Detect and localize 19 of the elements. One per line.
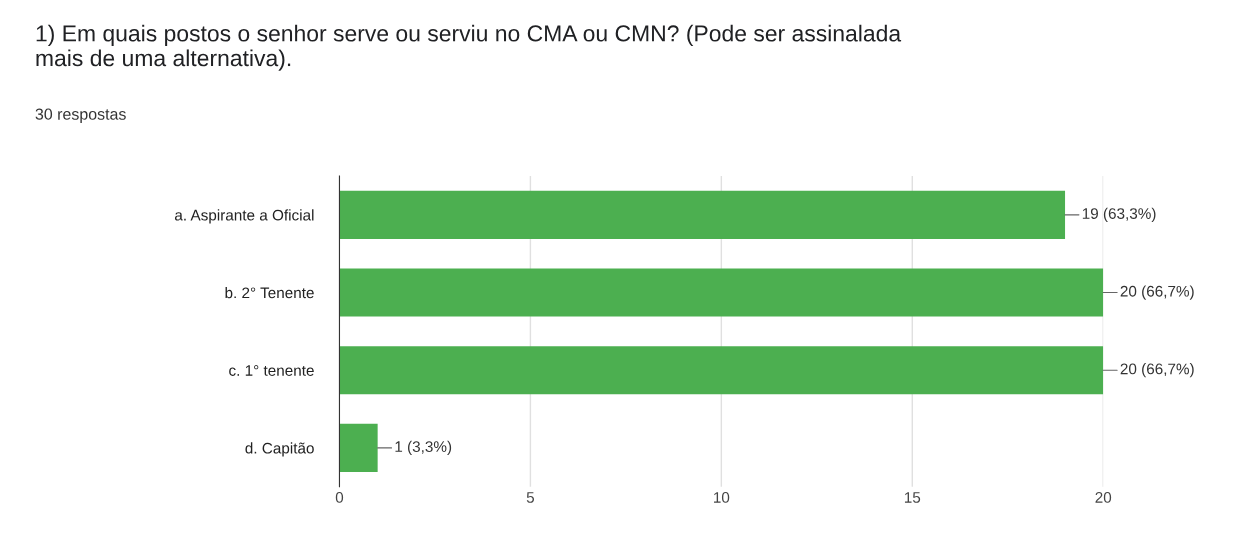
data-label: 1 (3,3%)	[395, 440, 452, 456]
x-tick-label: 0	[335, 492, 344, 503]
bar	[339, 346, 1104, 395]
bar	[339, 268, 1104, 317]
bar	[339, 190, 1066, 239]
x-tick-label: 20	[1095, 492, 1112, 503]
data-label: 19 (63,3%)	[1082, 207, 1156, 222]
x-tick-label: 5	[526, 492, 535, 503]
text: 30 respostas	[35, 108, 126, 123]
y-tick-label: c. 1° tenente	[229, 365, 314, 376]
data-label: 20 (66,7%)	[1120, 285, 1194, 300]
y-tick-label: d. Capitão	[245, 442, 314, 457]
y-tick-label: a. Aspirante a Oficial	[174, 209, 314, 224]
data-label: 20 (66,7%)	[1120, 363, 1194, 378]
chart-title: 1) Em quais postos o senhor serve ou serviu no CMA ou CMN? (Pode ser assinalada mais de uma alternativa).	[36, 24, 902, 71]
y-tick-label: b. 2° Tenente	[225, 287, 314, 299]
x-tick-label: 15	[904, 492, 921, 503]
x-tick-label: 10	[714, 492, 730, 503]
bar	[339, 423, 378, 472]
